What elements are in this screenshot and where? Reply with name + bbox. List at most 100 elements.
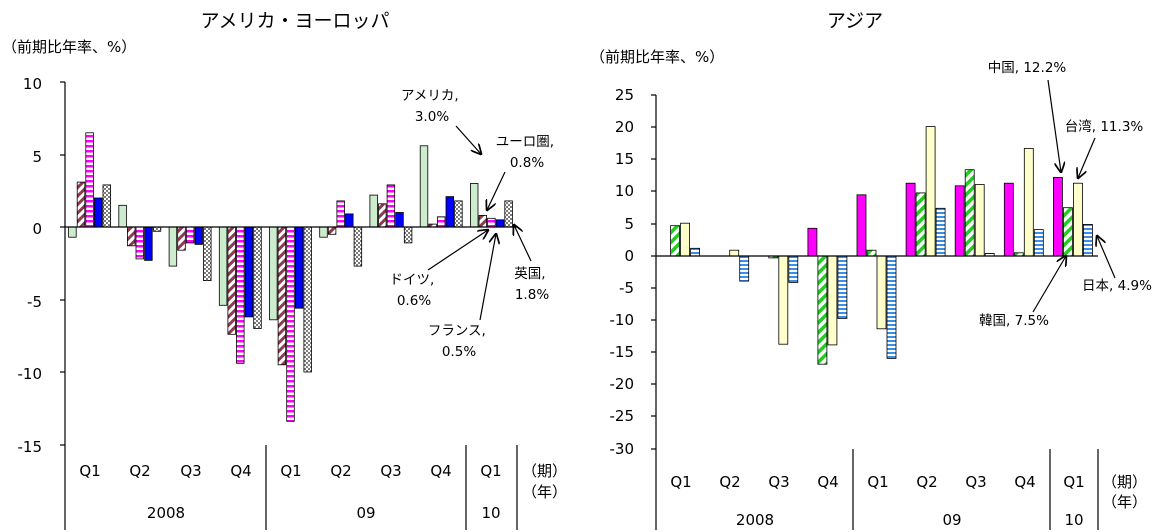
- japan-bar: [886, 255, 897, 359]
- us-bar: [218, 226, 228, 306]
- chart-right-x-labels: Q1 Q2 Q3 Q4 Q1 Q2 Q3 Q4 Q1 2008 09 10 （期…: [670, 473, 1147, 529]
- japan-bar: [1033, 229, 1044, 257]
- y-tick-label: -10: [18, 365, 43, 383]
- chart-right-y-ticks: 25 20 15 10 5 0 -5 -10 -15 -20 -25 -30: [610, 86, 635, 458]
- us-bar: [269, 226, 278, 321]
- us-bar: [369, 194, 378, 228]
- france-bar: [345, 213, 354, 228]
- year-label: 2008: [736, 511, 774, 529]
- chart-left-y-ticks: 10 5 0 -5 -10 -15: [18, 75, 43, 456]
- chart-right-annotations: 中国, 12.2% 台湾, 11.3% 韓国, 7.5% 日本, 4.9%: [979, 60, 1152, 329]
- y-tick-label: 10: [23, 75, 42, 93]
- x-tick-label: Q2: [719, 473, 740, 491]
- taiwan-bar: [1073, 182, 1083, 257]
- chart-right-axes: [651, 94, 1099, 530]
- x-tick-label: Q3: [768, 473, 789, 491]
- us-bar: [319, 226, 328, 238]
- us-bar: [118, 204, 127, 228]
- euro-bar: [227, 226, 236, 335]
- x-tick-label: Q1: [670, 473, 691, 491]
- taiwan-bar: [925, 126, 936, 257]
- uk-bar: [454, 200, 463, 228]
- y-tick-label: 0: [624, 247, 634, 265]
- uk-bar: [353, 226, 363, 267]
- china-bar: [1003, 182, 1014, 257]
- chart-left: アメリカ・ヨーロッパ （前期比年率、%） 10 5 0 -5 -10 -15 Q…: [2, 10, 567, 530]
- taiwan-bar: [778, 255, 789, 345]
- euro-bar: [277, 226, 287, 366]
- chart-right-bars: [670, 126, 1093, 365]
- taiwan-bar: [827, 255, 838, 346]
- year-label: 09: [356, 504, 375, 522]
- arrow-us: [455, 125, 481, 154]
- annotation-us: アメリカ, 3.0%: [401, 88, 463, 125]
- euro-bar: [127, 226, 136, 247]
- us-bar: [469, 183, 479, 228]
- y-tick-label: 10: [615, 182, 634, 200]
- chart-right-unit: （前期比年率、%）: [590, 48, 724, 66]
- y-tick-label: 15: [615, 150, 634, 168]
- x-tick-label: Q3: [180, 462, 201, 480]
- france-bar: [495, 219, 505, 228]
- germany-bar: [436, 216, 446, 228]
- chart-left-bars: [68, 132, 513, 422]
- annotation-germany: ドイツ, 0.6%: [389, 272, 438, 309]
- x-tick-label: Q4: [230, 462, 251, 480]
- y-tick-label: -30: [610, 440, 635, 458]
- euro-bar: [378, 203, 387, 228]
- euro-bar: [327, 226, 337, 235]
- x-tick-label: Q2: [330, 462, 351, 480]
- y-tick-label: 25: [615, 86, 634, 104]
- x-tick-label: Q3: [380, 462, 401, 480]
- taiwan-bar: [876, 255, 887, 330]
- y-tick-label: -10: [610, 311, 635, 329]
- france-bar: [144, 226, 153, 261]
- y-tick-label: -15: [18, 438, 43, 456]
- arrow-france: [479, 234, 496, 321]
- uk-bar: [403, 226, 413, 244]
- us-bar: [419, 145, 429, 228]
- x-tick-label: Q1: [867, 473, 888, 491]
- y-tick-label: -15: [610, 343, 635, 361]
- germany-bar: [236, 226, 245, 364]
- germany-bar: [135, 226, 144, 260]
- france-bar: [94, 197, 103, 228]
- japan-bar: [788, 255, 799, 283]
- china-bar: [954, 185, 965, 257]
- japan-bar: [935, 207, 946, 257]
- euro-bar: [478, 214, 487, 228]
- x-unit-year: （年）: [522, 483, 567, 501]
- uk-bar: [303, 226, 312, 373]
- korea-bar: [964, 169, 975, 257]
- arrow-korea: [1032, 256, 1066, 313]
- year-label: 2008: [147, 504, 185, 522]
- korea-bar: [1063, 207, 1073, 257]
- arrow-taiwan: [1078, 137, 1096, 178]
- korea-bar: [670, 225, 680, 257]
- korea-bar: [817, 255, 828, 365]
- y-tick-label: -20: [610, 375, 635, 393]
- x-tick-label: Q1: [480, 462, 501, 480]
- uk-bar: [102, 184, 111, 228]
- y-tick-label: 0: [32, 220, 42, 238]
- annotation-france: フランス, 0.5%: [428, 323, 490, 360]
- chart-left-axes: [60, 81, 518, 530]
- germany-bar: [85, 132, 94, 228]
- chart-left-title: アメリカ・ヨーロッパ: [200, 10, 389, 32]
- annotation-korea: 韓国, 7.5%: [979, 313, 1049, 329]
- germany-bar: [286, 226, 295, 422]
- annotation-euro: ユーロ圏, 0.8%: [496, 134, 559, 171]
- chart-left-annotations: アメリカ, 3.0% ユーロ圏, 0.8% ドイツ, 0.6% フランス, 0.…: [389, 88, 559, 360]
- japan-bar: [837, 255, 848, 319]
- china-bar: [905, 182, 916, 257]
- x-tick-label: Q1: [79, 462, 100, 480]
- chart-right-title: アジア: [827, 10, 883, 32]
- china-bar: [856, 194, 867, 257]
- annotation-uk: 英国, 1.8%: [514, 265, 550, 303]
- korea-bar: [915, 192, 926, 257]
- x-tick-label: Q4: [430, 462, 451, 480]
- france-bar: [395, 212, 404, 228]
- arrow-germany: [427, 230, 488, 271]
- y-tick-label: 20: [615, 118, 634, 136]
- uk-bar: [152, 226, 162, 232]
